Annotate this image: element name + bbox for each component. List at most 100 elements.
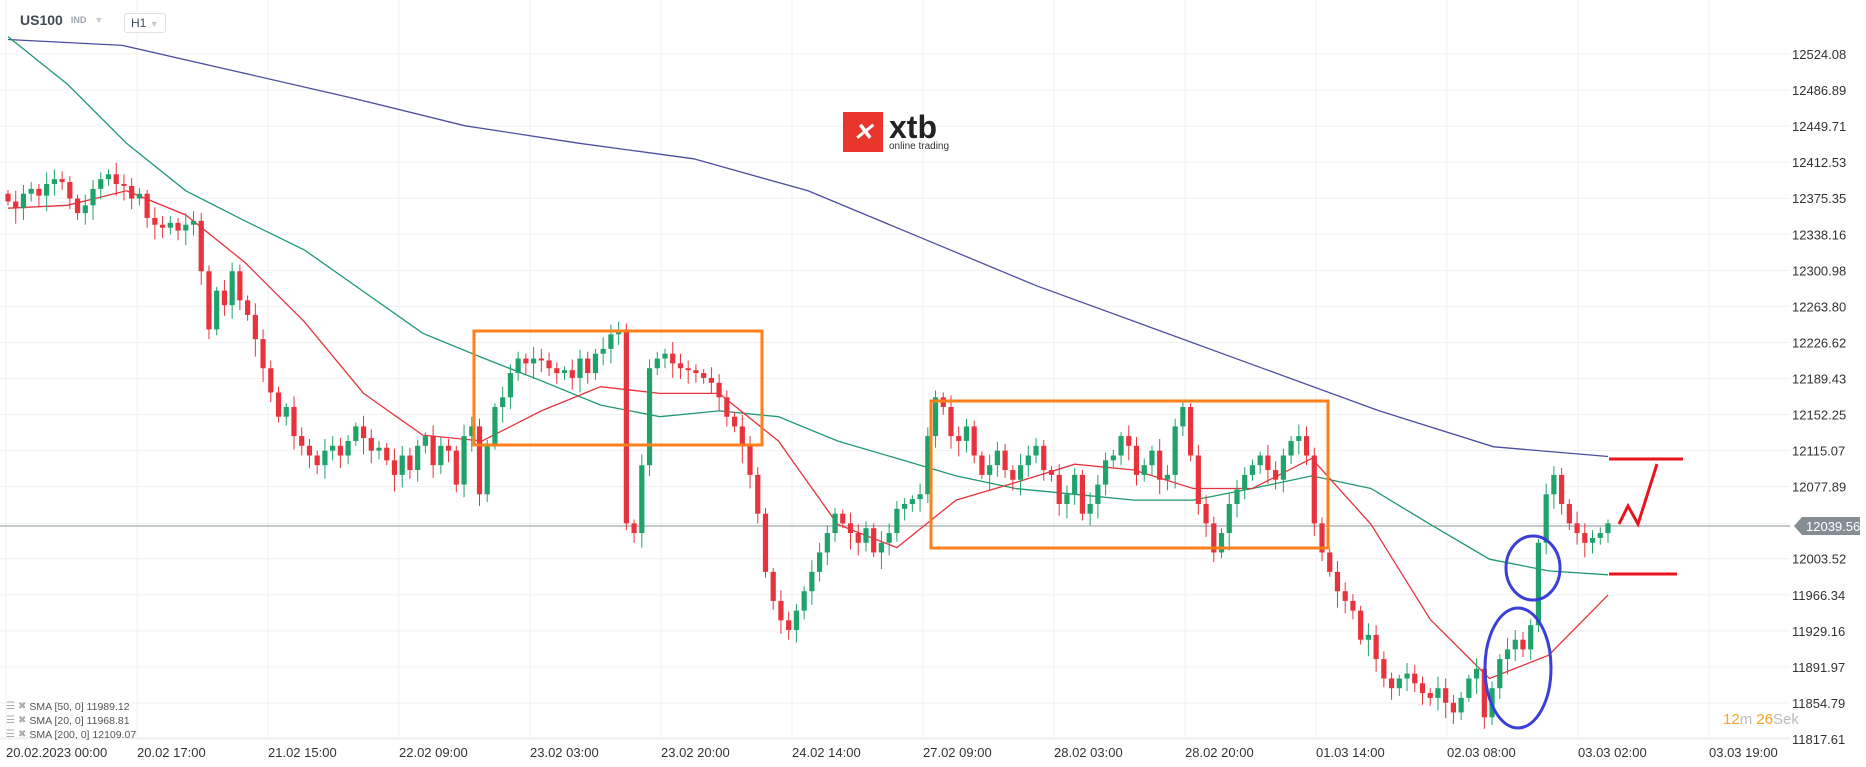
candle (144, 189, 150, 228)
candle (693, 364, 699, 383)
settings-icon[interactable]: ☰ (6, 715, 15, 726)
candle-body (384, 447, 390, 461)
candle (832, 507, 838, 542)
highlight-circle-2[interactable] (1483, 606, 1553, 730)
candle-body (252, 314, 258, 340)
candle (1566, 499, 1572, 531)
settings-icon[interactable]: ☰ (6, 701, 15, 712)
projection-zigzag[interactable] (1617, 463, 1659, 528)
candle-body (1311, 455, 1317, 524)
candle (538, 348, 544, 373)
candle (399, 445, 405, 488)
candle (1149, 445, 1155, 475)
candle-body (994, 450, 1000, 466)
candle-body (554, 368, 560, 374)
candle (283, 403, 289, 426)
candle-body (1195, 455, 1201, 504)
y-tick-label: 11817.61 (1792, 732, 1845, 747)
candle-body (291, 407, 297, 437)
candle-body (646, 368, 653, 466)
logo-text: xtb (889, 108, 937, 145)
annotations[interactable] (472, 329, 1683, 730)
candle-body (685, 368, 691, 371)
chevron-down-icon[interactable]: ▼ (94, 15, 104, 25)
candle-body (747, 445, 753, 475)
candle (1087, 492, 1093, 526)
xtb-logo-icon: ✕ (843, 112, 883, 152)
consolidation-box-1[interactable] (472, 329, 764, 447)
remove-icon[interactable]: ✖ (17, 701, 27, 712)
candle (801, 586, 807, 620)
candle-body (724, 397, 730, 417)
candle (476, 418, 483, 506)
candle (1017, 453, 1024, 496)
candle-body (5, 193, 11, 202)
candle-body (422, 436, 428, 446)
candle-body (59, 179, 65, 183)
candle (987, 454, 993, 491)
settings-icon[interactable]: ☰ (6, 729, 15, 740)
candle (1373, 625, 1379, 672)
candle (956, 426, 962, 457)
candle-body (144, 193, 150, 218)
candle-body (1249, 465, 1256, 475)
candle-body (90, 188, 96, 206)
candle-body (894, 508, 900, 534)
candle-body (299, 436, 305, 446)
candle (701, 369, 707, 384)
candle-body (67, 182, 73, 199)
candle (963, 418, 970, 453)
x-tick-label: 03.03 02:00 (1578, 745, 1647, 760)
candle-body (198, 220, 204, 272)
candle-body (492, 407, 498, 446)
candle-body (1466, 678, 1472, 698)
candle-body (237, 271, 243, 301)
candle (1435, 676, 1441, 711)
symbol-name: US100 (20, 12, 63, 28)
candle-body (1396, 678, 1402, 689)
candle-body (1435, 688, 1441, 698)
candle (677, 353, 684, 379)
candle (44, 172, 50, 212)
candle (1512, 630, 1518, 662)
candle (515, 351, 521, 381)
timeframe-select[interactable]: H1 ▼ (124, 13, 166, 33)
candle (415, 439, 421, 482)
y-tick-label: 12486.89 (1792, 83, 1846, 98)
candle (384, 442, 390, 466)
candle (82, 194, 88, 225)
candle (1443, 678, 1449, 719)
candle (1141, 458, 1147, 482)
candle-body (670, 353, 676, 364)
candle (1419, 676, 1426, 705)
candle-body (1087, 503, 1093, 514)
candle-body (561, 370, 568, 374)
candle-body (453, 450, 459, 485)
x-tick-label: 20.02.2023 00:00 (6, 745, 107, 760)
candle-body (731, 416, 738, 427)
legend-label: SMA [200, 0] 12109.07 (29, 729, 137, 741)
x-axis: 20.02.2023 00:00 20.02 17:00 21.02 15:00 22… (6, 745, 1778, 760)
candle (577, 349, 583, 393)
candle-body (206, 271, 212, 330)
candle-body (847, 523, 854, 534)
remove-icon[interactable]: ✖ (17, 729, 27, 740)
candle-body (1574, 523, 1580, 534)
x-tick-label: 21.02 15:00 (268, 745, 337, 760)
candle-body (337, 445, 343, 456)
candle-body (1180, 407, 1186, 427)
candle (1110, 449, 1116, 468)
legend-item: ☰ ✖ SMA [20, 0] 11968.81 (6, 714, 136, 728)
consolidation-box-2[interactable] (929, 399, 1330, 550)
candle (1118, 432, 1124, 466)
symbol-header[interactable]: US100 IND ▼ (20, 12, 103, 28)
candle-body (391, 460, 398, 475)
highlight-circle-1[interactable] (1504, 534, 1562, 602)
chevron-down-icon: ▼ (149, 19, 159, 29)
candle-body (1582, 533, 1588, 543)
candle (1288, 436, 1294, 465)
remove-icon[interactable]: ✖ (17, 715, 27, 726)
candle (1002, 443, 1008, 478)
candle (299, 427, 305, 456)
